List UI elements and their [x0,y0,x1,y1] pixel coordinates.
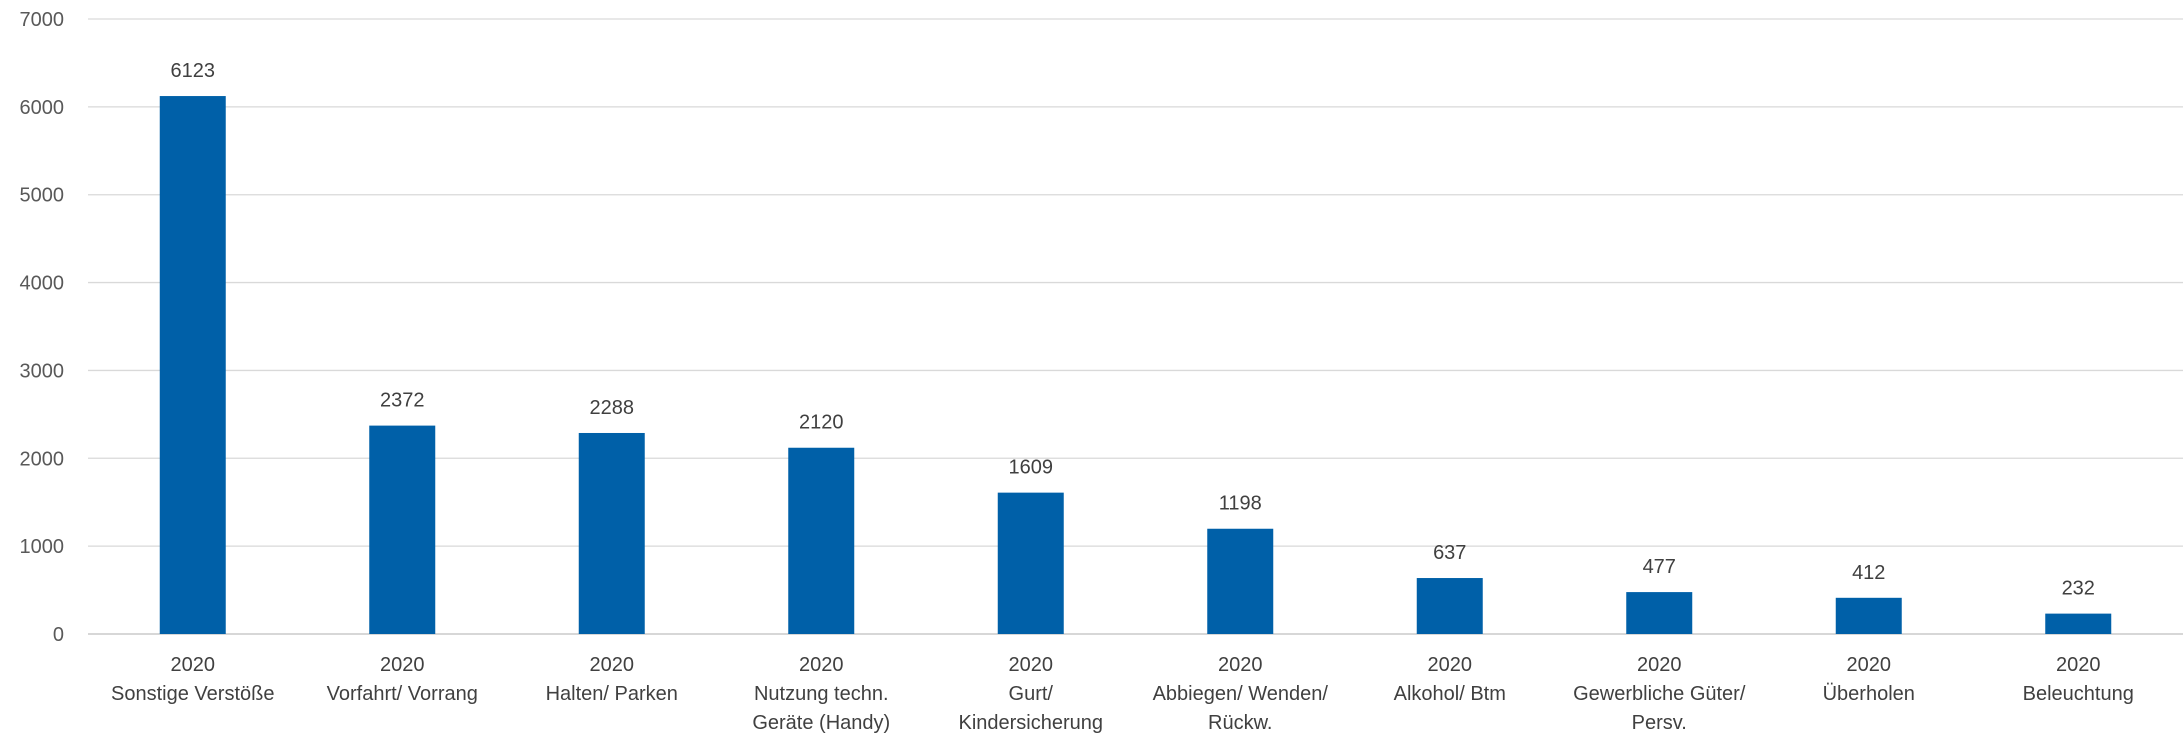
x-tick-label: 2020 Alkohol/ Btm [1394,654,1506,705]
data-label: 6123 [171,60,216,82]
data-label: 477 [1643,556,1676,578]
x-tick-label: 2020 Gurt/Kindersicherung [958,654,1103,734]
bar [1416,578,1483,634]
x-tick-label: 2020 Abbiegen/ Wenden/Rückw. [1153,654,1329,734]
y-tick-label: 0 [53,624,64,646]
data-label: 2288 [590,397,635,419]
data-label: 2372 [380,390,425,412]
bar [159,96,226,634]
x-tick-label: 2020 Überholen [1823,654,1915,705]
y-tick-label: 7000 [20,9,65,31]
data-label: 1609 [1009,457,1054,479]
bar [578,432,645,634]
x-tick-label: 2020 Gewerbliche Güter/Persv. [1573,654,1746,734]
y-tick-label: 6000 [20,97,65,119]
x-tick-label: 2020 Vorfahrt/ Vorrang [327,654,478,705]
gridlines [88,18,2183,635]
bar [2045,613,2112,634]
y-tick-label: 5000 [20,185,65,207]
x-tick-label: 2020 Halten/ Parken [546,654,678,705]
x-axis: 2020 Sonstige Verstöße 2020 Vorfahrt/ Vorra… [111,654,2134,734]
data-label: 637 [1433,542,1466,564]
data-label: 1198 [1219,493,1262,515]
y-tick-label: 3000 [20,360,65,382]
bars [159,96,2112,634]
data-label: 2120 [799,412,844,434]
bar [788,447,855,634]
bar [1835,597,1902,634]
y-axis: 0 1000 2000 3000 4000 5000 6000 7000 [20,9,65,646]
y-tick-label: 2000 [20,448,65,470]
bar [369,425,436,634]
x-tick-label: 2020 Nutzung techn. Geräte (Handy) [752,654,890,734]
y-tick-label: 1000 [20,536,65,558]
bar [1207,528,1274,634]
y-tick-label: 4000 [20,273,65,295]
x-tick-label: 2020 Sonstige Verstöße [111,654,274,705]
data-label: 232 [2062,578,2095,600]
bar [1626,592,1693,634]
bar [997,492,1064,634]
x-tick-label: 2020 Beleuchtung [2023,654,2134,705]
data-label: 412 [1852,562,1885,584]
data-labels: 6123 2372 2288 2120 1609 1198 637 477 412 232 [171,60,2095,600]
